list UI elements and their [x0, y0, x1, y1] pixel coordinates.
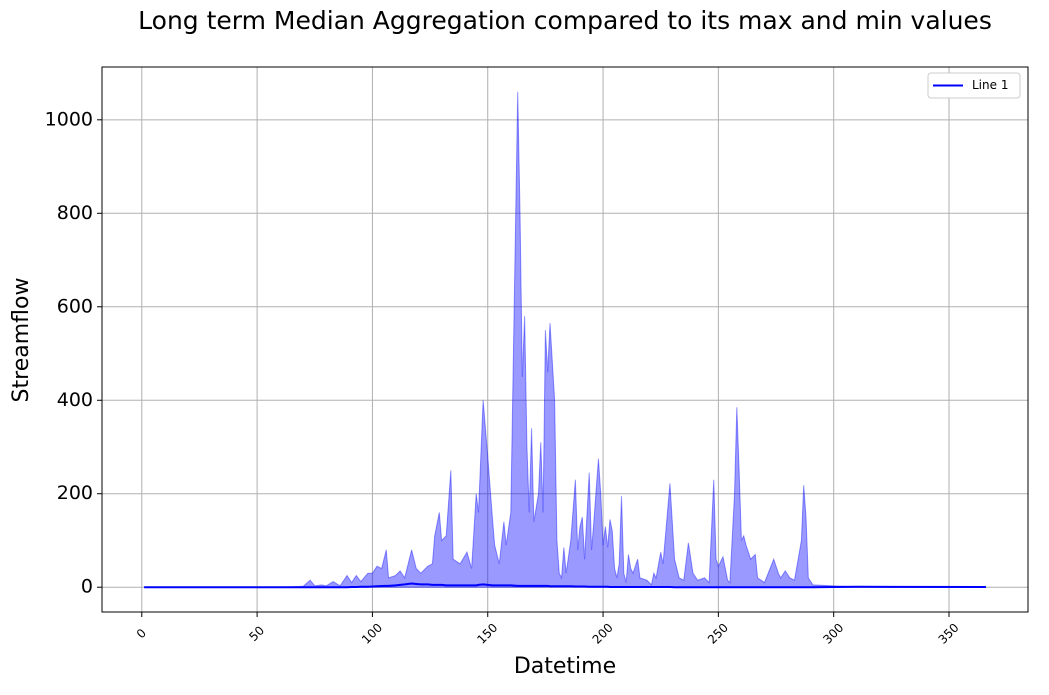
line [144, 582, 986, 589]
range-area [144, 91, 986, 588]
y-tick-label: 600 [57, 295, 93, 317]
y-tick-label: 1000 [45, 108, 93, 130]
x-tick-label: 250 [705, 621, 731, 647]
plot-frame [101, 66, 1029, 613]
x-tick-label: 50 [246, 623, 267, 644]
y-tick-label: 200 [57, 482, 93, 504]
x-tick-label: 0 [134, 626, 149, 641]
legend-box [927, 72, 1021, 99]
x-tick-label: 350 [936, 621, 962, 647]
y-tick-label: 800 [57, 202, 93, 224]
x-tick-label: 200 [590, 621, 616, 647]
y-tick-label: 0 [81, 576, 93, 598]
legend-label: Line 1 [972, 78, 1008, 92]
x-tick-label: 300 [820, 621, 846, 647]
y-tick-label: 400 [57, 389, 93, 411]
x-tick-label: 150 [474, 621, 500, 647]
chart-title: Long term Median Aggregation compared to… [138, 6, 992, 35]
x-tick-label: 100 [359, 621, 385, 647]
x-axis-label: Datetime [514, 654, 616, 679]
y-axis-label: Streamflow [9, 278, 34, 403]
